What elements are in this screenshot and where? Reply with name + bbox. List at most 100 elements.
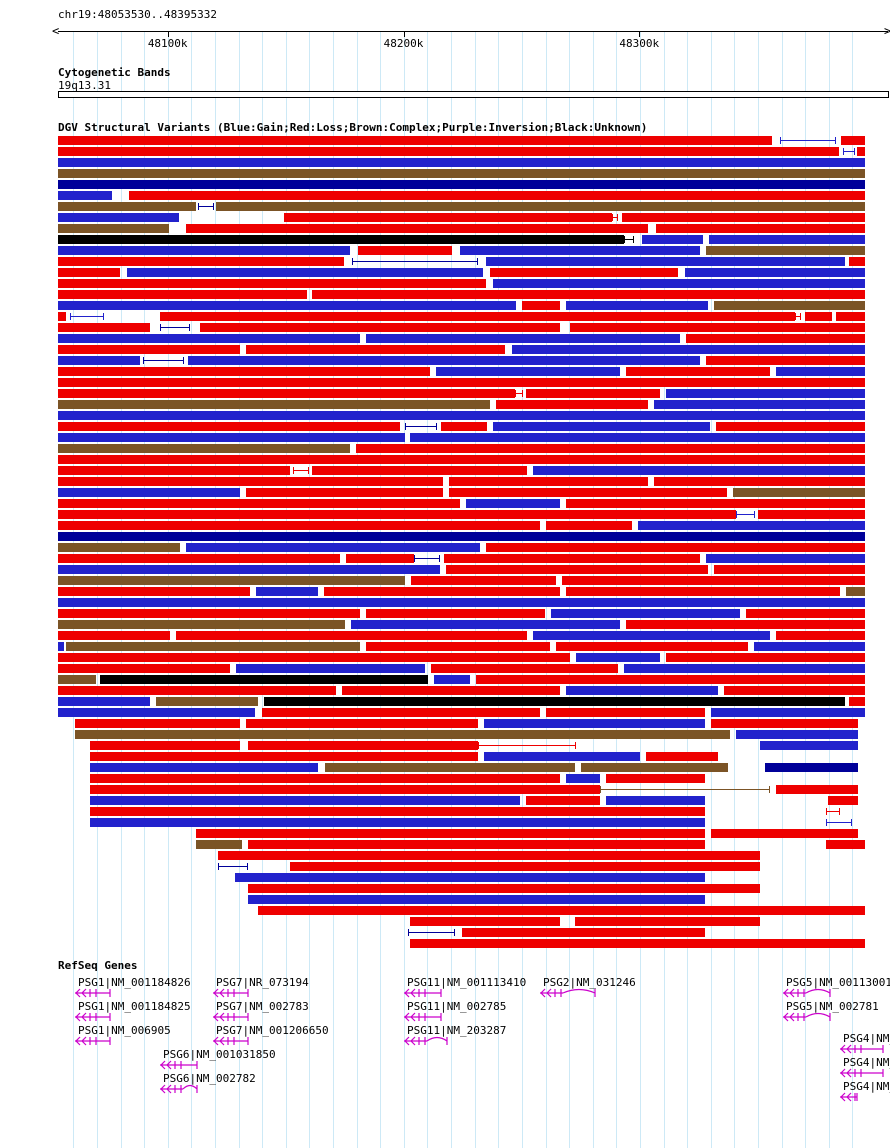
variant-bracket[interactable] [218, 863, 248, 870]
variant-bar[interactable] [58, 664, 230, 673]
variant-bar[interactable] [58, 697, 150, 706]
ruler-line[interactable] [58, 31, 888, 32]
variant-bar[interactable] [490, 268, 678, 277]
variant-bar[interactable] [533, 466, 865, 475]
variant-bar[interactable] [638, 521, 865, 530]
variant-bar[interactable] [746, 609, 865, 618]
variant-bar[interactable] [58, 543, 180, 552]
variant-bar[interactable] [248, 895, 705, 904]
variant-bar[interactable] [626, 367, 770, 376]
variant-bar[interactable] [58, 158, 865, 167]
variant-bracket[interactable] [414, 555, 440, 562]
variant-bar[interactable] [522, 301, 560, 310]
variant-bar[interactable] [58, 323, 150, 332]
variant-bar[interactable] [449, 477, 648, 486]
variant-bar[interactable] [284, 213, 612, 222]
gene-label[interactable]: PSG6|NM_001031850 [163, 1048, 276, 1061]
variant-bar[interactable] [714, 565, 865, 574]
gene-label[interactable]: PSG6|NM_002782 [163, 1072, 256, 1085]
variant-bracket[interactable] [70, 313, 104, 320]
variant-bar[interactable] [58, 191, 112, 200]
variant-bar[interactable] [312, 290, 865, 299]
variant-bar[interactable] [58, 631, 170, 640]
variant-bar[interactable] [606, 774, 705, 783]
variant-bar[interactable] [581, 763, 728, 772]
variant-bar[interactable] [58, 224, 169, 233]
variant-bar[interactable] [58, 400, 490, 409]
variant-bar[interactable] [58, 356, 140, 365]
variant-bar[interactable] [622, 213, 865, 222]
variant-bar[interactable] [711, 708, 865, 717]
variant-bar[interactable] [846, 587, 865, 596]
variant-bar[interactable] [566, 499, 865, 508]
variant-bar[interactable] [58, 565, 440, 574]
variant-bar[interactable] [441, 422, 487, 431]
variant-bar[interactable] [654, 477, 865, 486]
variant-bar[interactable] [58, 312, 66, 321]
variant-bracket[interactable] [736, 511, 755, 518]
gene-exon-glyph[interactable] [839, 1091, 862, 1106]
variant-bar[interactable] [58, 455, 865, 464]
variant-bar[interactable] [58, 246, 350, 255]
variant-bar[interactable] [90, 796, 520, 805]
variant-bar[interactable] [486, 257, 845, 266]
gene-label[interactable]: PSG7|NM_002783 [216, 1000, 309, 1013]
variant-bar[interactable] [849, 697, 865, 706]
variant-bar[interactable] [75, 730, 730, 739]
variant-bar[interactable] [566, 301, 708, 310]
variant-bar[interactable] [526, 389, 660, 398]
variant-bar[interactable] [58, 433, 405, 442]
variant-bracket[interactable] [515, 390, 523, 397]
variant-bar[interactable] [58, 389, 515, 398]
gene-exon-glyph[interactable] [403, 1035, 449, 1050]
variant-bar[interactable] [366, 334, 680, 343]
variant-bar[interactable] [736, 730, 858, 739]
gene-exon-glyph[interactable] [212, 1035, 250, 1050]
variant-bar[interactable] [324, 587, 560, 596]
variant-bar[interactable] [849, 257, 865, 266]
variant-bar[interactable] [200, 323, 560, 332]
variant-bar[interactable] [58, 290, 307, 299]
variant-bar[interactable] [566, 686, 718, 695]
variant-bar[interactable] [706, 554, 865, 563]
variant-bracket[interactable] [352, 258, 478, 265]
variant-bar[interactable] [90, 818, 705, 827]
variant-bar[interactable] [196, 829, 705, 838]
variant-bar[interactable] [176, 631, 527, 640]
variant-bar[interactable] [434, 675, 470, 684]
variant-bracket[interactable] [405, 423, 437, 430]
variant-bar[interactable] [58, 367, 430, 376]
variant-bar[interactable] [90, 752, 478, 761]
variant-bar[interactable] [58, 136, 772, 145]
variant-bar[interactable] [566, 587, 840, 596]
gene-exon-glyph[interactable] [74, 1035, 112, 1050]
variant-bar[interactable] [624, 664, 865, 673]
variant-bar[interactable] [496, 400, 648, 409]
gene-exon-glyph[interactable] [782, 1011, 832, 1026]
variant-bar[interactable] [262, 708, 540, 717]
gene-label[interactable]: PSG5|NM_001130014 [786, 976, 890, 989]
variant-bar[interactable] [58, 279, 486, 288]
variant-bar[interactable] [462, 928, 705, 937]
variant-bar[interactable] [346, 554, 414, 563]
variant-bar[interactable] [526, 796, 600, 805]
variant-bar[interactable] [58, 708, 255, 717]
variant-bar[interactable] [58, 378, 865, 387]
variant-bar[interactable] [754, 642, 865, 651]
variant-bar[interactable] [436, 367, 620, 376]
variant-bar[interactable] [575, 917, 760, 926]
variant-bar[interactable] [828, 796, 858, 805]
variant-bar[interactable] [312, 466, 527, 475]
variant-bar[interactable] [264, 697, 845, 706]
variant-bar[interactable] [236, 664, 425, 673]
variant-bar[interactable] [58, 147, 839, 156]
variant-bar[interactable] [446, 565, 708, 574]
variant-bar[interactable] [449, 488, 727, 497]
variant-bar[interactable] [566, 774, 600, 783]
variant-bar[interactable] [626, 620, 865, 629]
variant-bar[interactable] [58, 235, 624, 244]
variant-bar[interactable] [246, 719, 478, 728]
variant-bar[interactable] [711, 829, 858, 838]
variant-bar[interactable] [129, 191, 865, 200]
variant-bar[interactable] [709, 235, 865, 244]
